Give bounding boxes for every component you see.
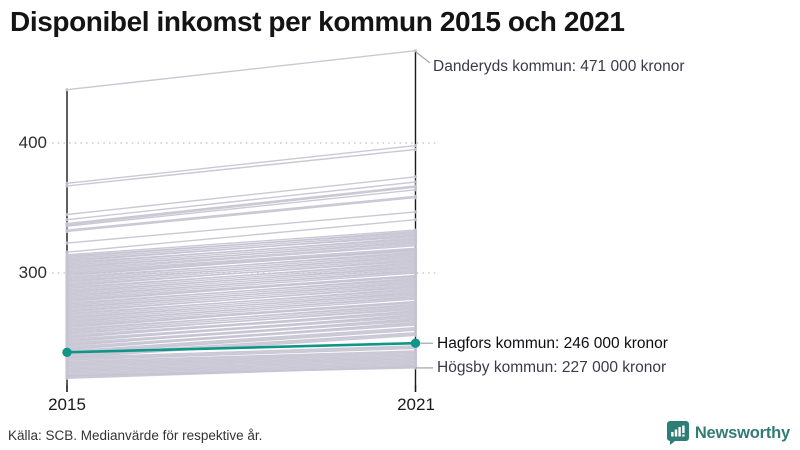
annotation-hagfors: Hagfors kommun: 246 000 kronor — [437, 335, 668, 352]
x-axis-label-2021: 2021 — [397, 395, 435, 414]
y-axis-tick-label-300: 300 — [18, 263, 47, 282]
chart-title: Disponibel inkomst per kommun 2015 och 2… — [10, 6, 625, 37]
annotation-hogsby: Högsby kommun: 227 000 kronor — [437, 359, 667, 376]
annotation-danderyd: Danderyds kommun: 471 000 kronor — [433, 58, 685, 75]
x-axis-label-2015: 2015 — [48, 395, 86, 414]
newsworthy-logo[interactable]: Newsworthy — [666, 421, 790, 445]
bar-chart-speech-bubble-icon — [666, 421, 689, 445]
source-note: Källa: SCB. Medianvärde för respektive å… — [8, 428, 263, 443]
y-axis-tick-label-400: 400 — [18, 133, 47, 152]
newsworthy-wordmark: Newsworthy — [694, 423, 790, 442]
